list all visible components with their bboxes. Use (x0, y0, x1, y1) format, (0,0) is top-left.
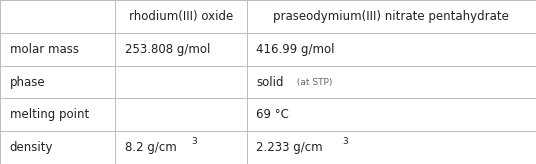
Text: solid: solid (256, 75, 284, 89)
Text: 8.2 g/cm: 8.2 g/cm (125, 141, 177, 154)
Text: 253.808 g/mol: 253.808 g/mol (125, 43, 210, 56)
Text: (at STP): (at STP) (294, 78, 332, 86)
Text: 69 °C: 69 °C (256, 108, 289, 121)
Text: density: density (10, 141, 53, 154)
Text: 2.233 g/cm: 2.233 g/cm (256, 141, 323, 154)
Text: 416.99 g/mol: 416.99 g/mol (256, 43, 334, 56)
Text: molar mass: molar mass (10, 43, 79, 56)
Text: praseodymium(III) nitrate pentahydrate: praseodymium(III) nitrate pentahydrate (273, 10, 509, 23)
Text: 3: 3 (342, 137, 348, 145)
Text: 3: 3 (192, 137, 197, 145)
Text: phase: phase (10, 75, 45, 89)
Text: melting point: melting point (10, 108, 89, 121)
Text: rhodium(III) oxide: rhodium(III) oxide (129, 10, 233, 23)
